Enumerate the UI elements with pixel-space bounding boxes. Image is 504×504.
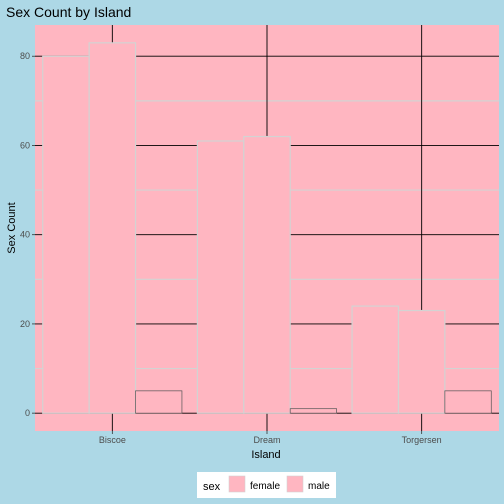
y-tick-label: 0 (25, 408, 30, 418)
bar-female-biscoe (43, 56, 89, 413)
legend-label-male: male (308, 481, 330, 492)
legend-key-female (229, 476, 245, 492)
chart-title: Sex Count by Island (6, 4, 131, 20)
x-tick-label: Biscoe (99, 435, 126, 445)
legend-title: sex (203, 481, 221, 493)
x-axis-title: Island (251, 449, 280, 461)
x-tick-label: Torgersen (402, 435, 442, 445)
bar-male-dream (244, 137, 290, 414)
bar-female-torgersen (352, 306, 398, 413)
y-tick-label: 40 (20, 230, 30, 240)
x-tick-label: Dream (253, 435, 280, 445)
bar-na-dream (290, 409, 336, 413)
y-tick-label: 80 (20, 51, 30, 61)
bar-male-biscoe (89, 43, 135, 413)
y-axis-title: Sex Count (6, 202, 18, 253)
legend-label-female: female (250, 481, 280, 492)
y-tick-label: 20 (20, 319, 30, 329)
bar-na-biscoe (136, 391, 182, 413)
bar-female-dream (197, 141, 243, 413)
legend: sex female male (197, 472, 336, 498)
legend-key-male (287, 476, 303, 492)
y-tick-label: 60 (20, 140, 30, 150)
bar-na-torgersen (445, 391, 491, 413)
bar-male-torgersen (398, 311, 444, 414)
